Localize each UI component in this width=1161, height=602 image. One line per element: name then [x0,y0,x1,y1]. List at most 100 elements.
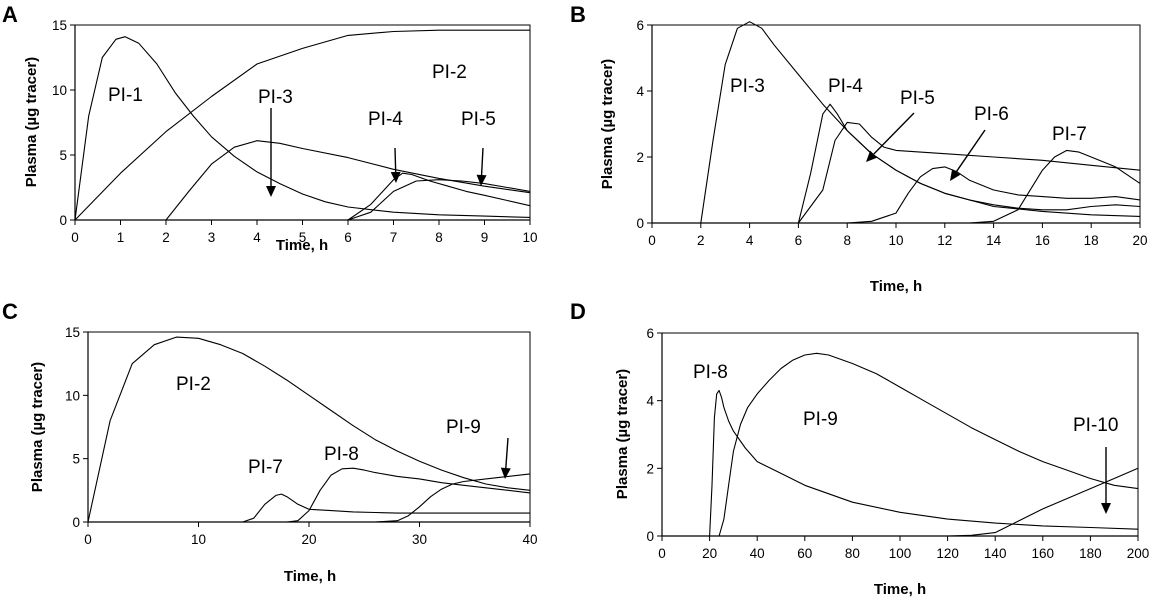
annotation-arrow [476,147,487,186]
curve-label-pi-7: PI-7 [1052,124,1087,145]
x-tick-label: 100 [889,546,912,561]
y-tick-label: 0 [59,213,67,228]
x-tick-label: 80 [845,546,860,561]
panel-a: A 0 1 2 3 4 5 6 7 8 9 10 0 5 10 15 Time, h Plasma (µg tra… [2,2,538,254]
curve-label-pi-6: PI-6 [974,104,1009,125]
series-pi-5 [347,179,531,221]
x-tick-label: 3 [208,230,216,245]
curve-label-pi-10: PI-10 [1073,415,1118,436]
x-tick-label: 30 [412,532,427,547]
panel-c: C 0 10 20 30 40 0 5 10 15 Time, h Plasma (µg tracer… [2,299,538,585]
plot-frame [661,332,1139,537]
x-tick-label: 9 [481,230,489,245]
y-tick-label: 4 [646,394,654,409]
x-tick-label: 20 [301,532,316,547]
x-tick-label: 5 [299,230,307,245]
x-tick-label: 20 [1132,233,1147,248]
x-tick-label: 18 [1084,233,1099,248]
x-axis-title: Time, h [284,568,336,585]
curve-label-pi-5: PI-5 [900,88,935,109]
curve-label-pi-7: PI-7 [248,457,283,478]
curve-label-pi-4: PI-4 [368,109,403,130]
series-pi-3 [652,21,1141,224]
y-tick-label: 10 [65,388,80,403]
curve-label-pi-2: PI-2 [176,374,211,395]
curve-label-pi-5: PI-5 [461,109,496,130]
annotation-arrow [266,108,276,197]
curve-label-pi-9: PI-9 [446,417,481,438]
x-tick-label: 1 [117,230,125,245]
series-pi-8 [709,389,1139,537]
y-axis-title: Plasma (µg tracer) [29,362,46,492]
x-tick-label: 140 [984,546,1007,561]
series-pi-9 [353,473,531,523]
y-tick-label: 4 [636,84,644,99]
series-pi-3 [75,140,531,221]
y-tick-label: 15 [65,325,80,340]
x-axis-title: Time, h [276,237,328,254]
x-tick-label: 160 [1032,546,1055,561]
y-tick-label: 10 [52,83,67,98]
series-pi-4 [797,103,1141,224]
series-pi-2 [87,336,531,523]
x-tick-label: 7 [390,230,398,245]
annotation-arrow [390,147,401,183]
y-axis-title: Plasma (µg tracer) [23,57,40,187]
annotation-arrow [1101,447,1111,514]
x-tick-label: 0 [84,532,92,547]
curve-label-pi-3: PI-3 [730,76,765,97]
panel-b: B 0 2 4 6 8 10 12 14 16 18 20 0 2 4 6 Time, h Plasma (µg … [570,2,1148,295]
x-tick-label: 10 [191,532,206,547]
curve-label-pi-8: PI-8 [324,444,359,465]
x-tick-label: 60 [797,546,812,561]
x-tick-label: 4 [253,230,261,245]
curve-label-pi-3: PI-3 [258,87,293,108]
x-tick-label: 40 [750,546,765,561]
series-pi-9 [718,352,1139,537]
x-tick-label: 180 [1079,546,1102,561]
series-pi-8 [286,467,531,523]
y-tick-label: 15 [52,18,67,33]
series-pi-5 [797,121,1141,224]
panel-letter: D [570,299,586,324]
panel-d: D 0 20 40 60 80 100 120 140 160 180 200 0 2 4 6 Time, h P… [570,299,1149,598]
x-tick-label: 120 [936,546,959,561]
series-pi-7 [88,493,530,523]
x-tick-label: 6 [795,233,803,248]
x-tick-label: 14 [986,233,1002,248]
x-tick-label: 40 [522,532,537,547]
x-tick-label: 10 [888,233,903,248]
panel-letter: C [2,299,18,324]
y-tick-label: 6 [636,18,644,33]
curve-label-pi-2: PI-2 [432,62,467,83]
x-tick-label: 200 [1127,546,1150,561]
x-tick-label: 4 [746,233,754,248]
annotation-arrow [950,129,986,181]
x-axis-title: Time, h [874,581,926,598]
series-pi-4 [347,172,531,221]
x-tick-label: 0 [648,233,656,248]
series-pi-7 [969,149,1141,224]
curve-label-pi-4: PI-4 [828,76,863,97]
y-tick-label: 2 [636,150,644,165]
x-tick-label: 12 [937,233,952,248]
y-axis-title: Plasma (µg tracer) [599,59,616,189]
panel-letter: A [2,2,18,27]
panel-letter: B [570,2,586,27]
y-tick-label: 0 [646,529,654,544]
x-tick-label: 16 [1035,233,1050,248]
x-tick-label: 2 [162,230,170,245]
series-pi-2 [74,29,530,221]
y-tick-label: 5 [72,452,80,467]
curve-label-pi-9: PI-9 [803,409,838,430]
y-tick-label: 0 [72,515,80,530]
x-tick-label: 2 [697,233,705,248]
curve-label-pi-1: PI-1 [108,85,143,106]
curve-label-pi-8: PI-8 [693,362,728,383]
x-tick-label: 0 [658,546,666,561]
annotation-arrow [500,437,511,479]
annotation-arrow [866,112,915,162]
x-tick-label: 8 [435,230,443,245]
y-tick-label: 6 [646,326,654,341]
